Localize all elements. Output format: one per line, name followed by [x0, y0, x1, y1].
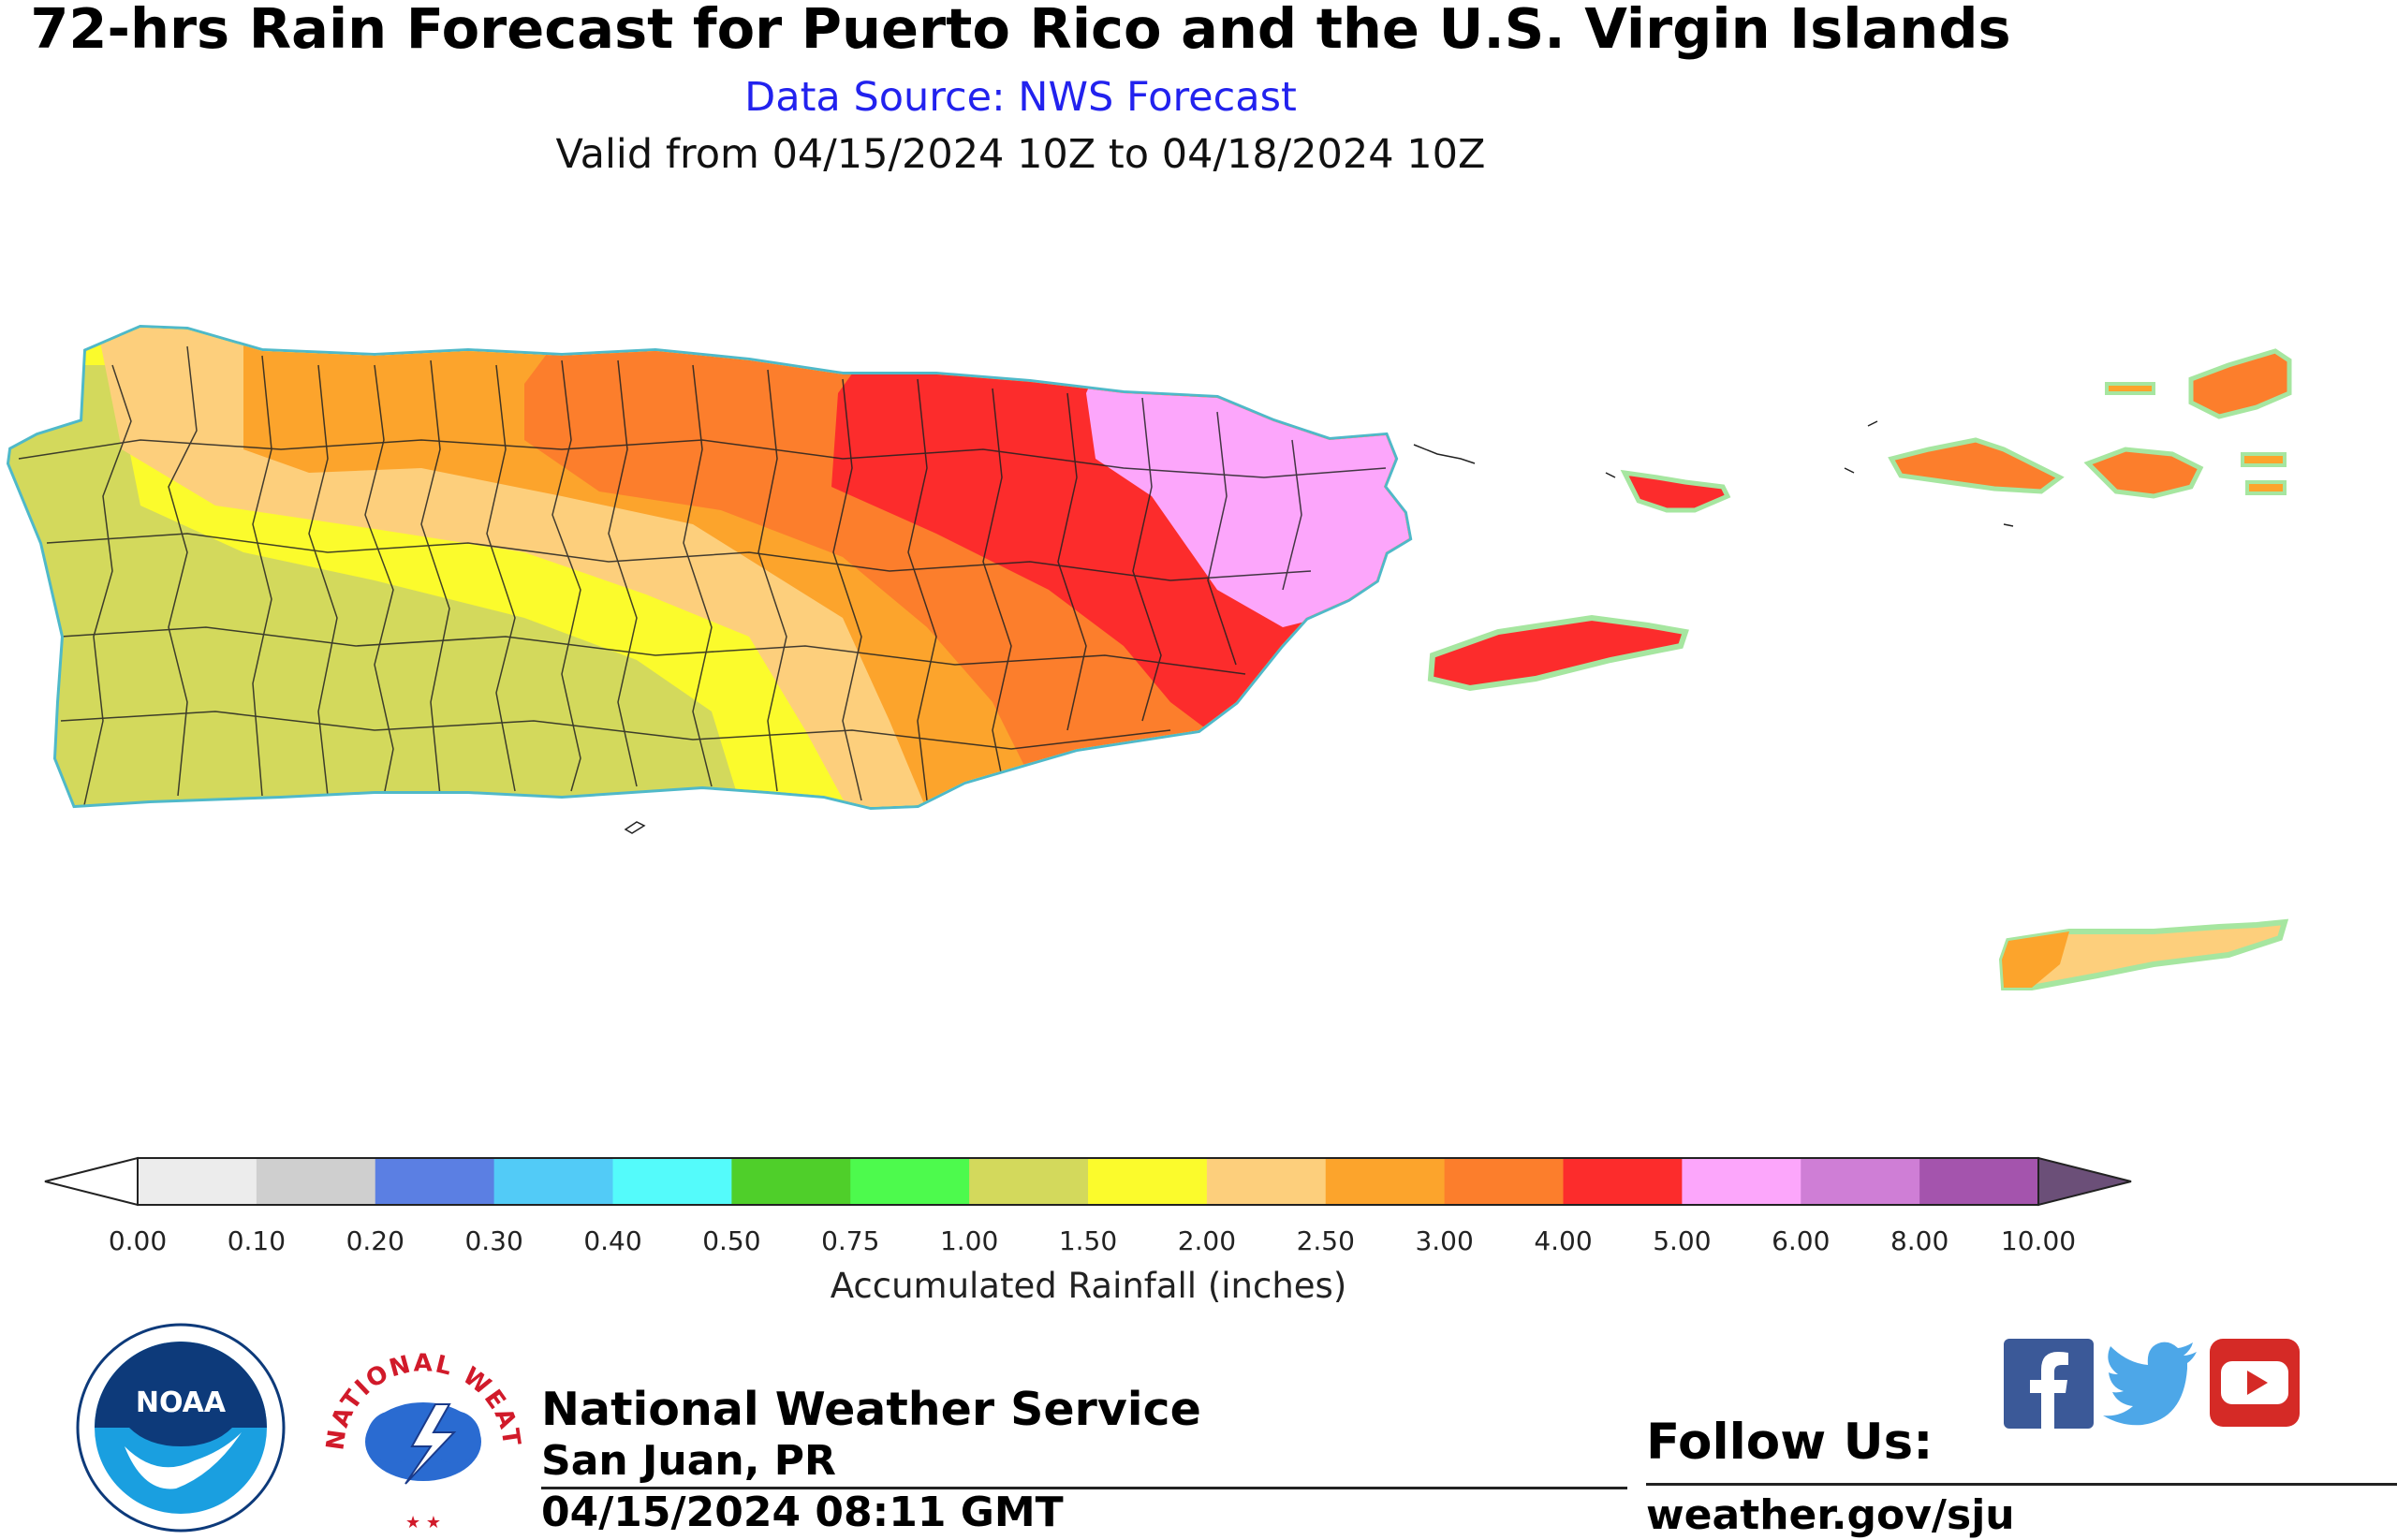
colorbar-segment [731, 1158, 851, 1205]
colorbar-segment [1563, 1158, 1683, 1205]
colorbar-tick-label: 0.75 [821, 1225, 880, 1256]
valid-period: Valid from 04/15/2024 10Z to 04/18/2024 … [555, 131, 1486, 178]
rainfall-map [6, 324, 2292, 990]
st-thomas-island [1888, 437, 2065, 494]
colorbar-tick-label: 8.00 [1890, 1225, 1949, 1256]
colorbar-segment [1682, 1158, 1801, 1205]
colorbar-tick-label: 6.00 [1772, 1225, 1831, 1256]
noaa-logo-text: NOAA [136, 1386, 227, 1419]
colorbar-tick-label: 3.00 [1415, 1225, 1474, 1256]
colorbar-segment [1801, 1158, 1920, 1205]
colorbar-tick-label: 2.00 [1177, 1225, 1237, 1256]
culebra-island [1620, 469, 1731, 513]
colorbar-segment [256, 1158, 376, 1205]
colorbar-tick-label: 0.10 [227, 1225, 287, 1256]
twitter-icon[interactable] [2103, 1341, 2200, 1427]
office-location: San Juan, PR [541, 1437, 836, 1485]
colorbar-tick-label: 0.00 [108, 1225, 168, 1256]
colorbar-segment [969, 1158, 1089, 1205]
facebook-icon[interactable] [2004, 1339, 2094, 1429]
colorbar-tick-label: 1.50 [1058, 1225, 1118, 1256]
st-croix-island [1998, 918, 2289, 990]
colorbar-segment [375, 1158, 495, 1205]
colorbar-tick-label: 5.00 [1653, 1225, 1712, 1256]
colorbar-segment [1206, 1158, 1327, 1205]
colorbar-tick-label: 1.00 [939, 1225, 999, 1256]
colorbar-segment [493, 1158, 613, 1205]
svg-text:★ ★: ★ ★ [405, 1513, 441, 1533]
colorbar-under-arrow [44, 1156, 139, 1207]
follow-divider [1646, 1483, 2397, 1486]
website-link[interactable]: weather.gov/sju [1646, 1491, 2015, 1539]
colorbar-tick-label: 0.50 [702, 1225, 761, 1256]
colorbar-tick-label: 0.30 [464, 1225, 523, 1256]
islets [624, 420, 2014, 834]
colorbar-tick-label: 2.50 [1296, 1225, 1355, 1256]
municipality-borders [18, 345, 1387, 806]
colorbar-tick-label: 10.00 [2000, 1225, 2077, 1256]
nws-logo: NATIONAL WEATHER SERVICE ★ ★ [323, 1320, 523, 1533]
colorbar-segment [612, 1158, 732, 1205]
colorbar-segment [138, 1158, 257, 1205]
bvi-islands [2105, 348, 2292, 495]
colorbar-tick-label: 0.40 [583, 1225, 642, 1256]
colorbar-label: Accumulated Rainfall (inches) [830, 1266, 1347, 1306]
colorbar-segment [1919, 1158, 2039, 1205]
follow-us-label: Follow Us: [1646, 1414, 1934, 1471]
colorbar-segment [1325, 1158, 1446, 1205]
colorbar-over-arrow [2037, 1156, 2132, 1207]
office-name: National Weather Service [541, 1383, 1201, 1436]
vieques-island [1427, 614, 1689, 692]
map-title: 72-hrs Rain Forecast for Puerto Rico and… [30, 0, 2011, 61]
colorbar-tick-label: 4.00 [1534, 1225, 1593, 1256]
colorbar-segment [850, 1158, 970, 1205]
colorbar-segment [1444, 1158, 1564, 1205]
footer-divider [541, 1487, 1627, 1489]
puerto-rico [6, 324, 1413, 811]
data-source-link[interactable]: Data Source: NWS Forecast [744, 74, 1297, 121]
rainfall-colorbar [44, 1156, 2132, 1207]
youtube-icon[interactable] [2210, 1339, 2300, 1427]
issue-timestamp: 04/15/2024 08:11 GMT [541, 1489, 1064, 1536]
st-john-island [2083, 447, 2204, 499]
noaa-logo: NOAA [76, 1323, 286, 1533]
colorbar-tick-label: 0.20 [346, 1225, 404, 1256]
colorbar-segment [1088, 1158, 1208, 1205]
